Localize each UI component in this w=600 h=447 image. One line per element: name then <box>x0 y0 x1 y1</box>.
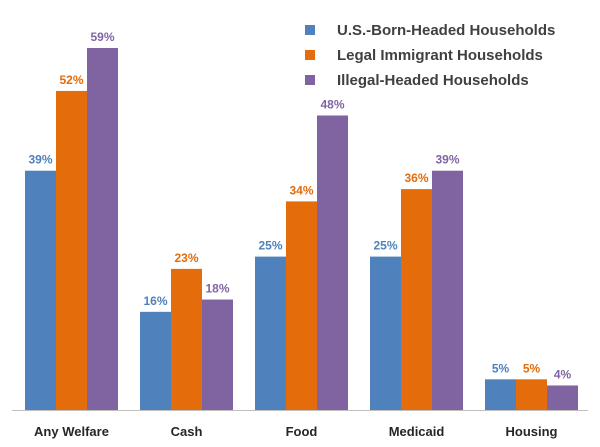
x-tick-label-any-welfare: Any Welfare <box>34 424 109 439</box>
bar-any-welfare-u-s-born-headed-households <box>25 170 56 410</box>
bar-cash-illegal-headed-households <box>202 299 233 410</box>
x-tick-label-cash: Cash <box>171 424 203 439</box>
bar-medicaid-u-s-born-headed-households <box>370 256 401 410</box>
data-label-any-welfare-u-s-born-headed-households: 39% <box>28 153 52 167</box>
data-label-housing-legal-immigrant-households: 5% <box>523 361 541 375</box>
bar-food-u-s-born-headed-households <box>255 256 286 410</box>
data-label-any-welfare-illegal-headed-households: 59% <box>90 30 114 44</box>
bar-any-welfare-legal-immigrant-households <box>56 90 87 410</box>
bar-medicaid-illegal-headed-households <box>432 170 463 410</box>
data-label-any-welfare-legal-immigrant-households: 52% <box>59 73 83 87</box>
x-tick-label-food: Food <box>286 424 318 439</box>
bars <box>25 48 578 411</box>
data-label-food-illegal-headed-households: 48% <box>320 97 344 111</box>
data-label-medicaid-illegal-headed-households: 39% <box>435 153 459 167</box>
x-tick-labels: Any Welfare Cash Food Medicaid Housing <box>34 424 558 439</box>
legend-swatch-illegal-headed-households <box>305 75 315 85</box>
bar-food-illegal-headed-households <box>317 115 348 411</box>
data-label-medicaid-u-s-born-headed-households: 25% <box>373 239 397 253</box>
data-label-housing-u-s-born-headed-households: 5% <box>492 361 510 375</box>
data-label-food-u-s-born-headed-households: 25% <box>258 239 282 253</box>
data-label-medicaid-legal-immigrant-households: 36% <box>404 171 428 185</box>
bar-food-legal-immigrant-households <box>286 201 317 410</box>
legend-label-u-s-born-headed-households: U.S.-Born-Headed Households <box>337 22 555 39</box>
bar-any-welfare-illegal-headed-households <box>87 48 118 410</box>
bar-housing-u-s-born-headed-households <box>485 379 516 410</box>
data-labels: 39% 52% 59% 16% 23% 18% 25% 34% 48% 25% 36% 39% 5% 5%… <box>28 30 571 381</box>
data-label-cash-legal-immigrant-households: 23% <box>174 251 198 265</box>
legend-swatch-u-s-born-headed-households <box>305 25 315 35</box>
bar-medicaid-legal-immigrant-households <box>401 189 432 410</box>
bar-housing-illegal-headed-households <box>547 385 578 410</box>
bar-cash-legal-immigrant-households <box>171 268 202 410</box>
data-label-housing-illegal-headed-households: 4% <box>554 367 572 381</box>
data-label-cash-illegal-headed-households: 18% <box>205 282 229 296</box>
bar-cash-u-s-born-headed-households <box>140 311 171 410</box>
bar-housing-legal-immigrant-households <box>516 379 547 410</box>
x-tick-label-housing: Housing <box>506 424 558 439</box>
data-label-food-legal-immigrant-households: 34% <box>289 183 313 197</box>
legend-label-illegal-headed-households: Illegal-Headed Households <box>337 72 529 89</box>
legend: U.S.-Born-Headed Households Legal Immigra… <box>305 22 555 89</box>
legend-label-legal-immigrant-households: Legal Immigrant Households <box>337 47 543 64</box>
legend-swatch-legal-immigrant-households <box>305 50 315 60</box>
x-tick-label-medicaid: Medicaid <box>389 424 445 439</box>
data-label-cash-u-s-born-headed-households: 16% <box>143 294 167 308</box>
